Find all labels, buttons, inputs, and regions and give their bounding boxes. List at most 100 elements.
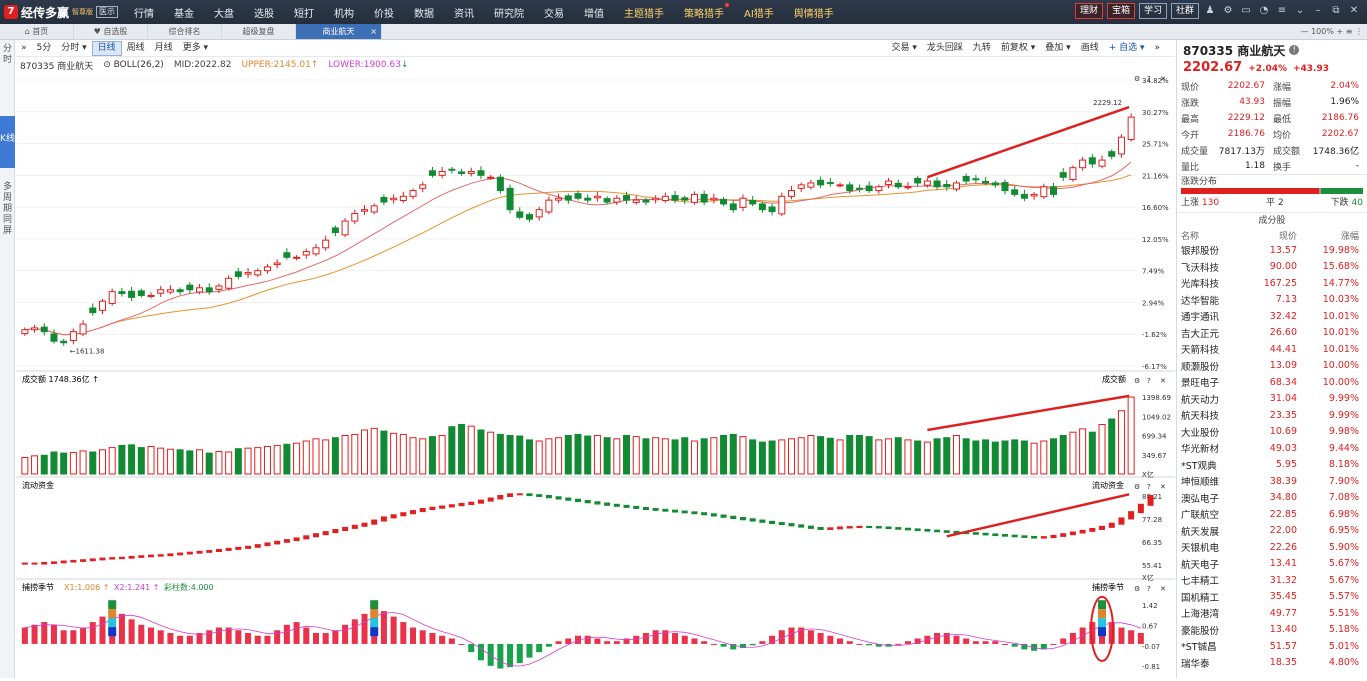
constituent-row[interactable]: *ST观典 5.95 8.18% (1177, 457, 1367, 474)
constituent-row[interactable]: 航天科技 23.35 9.99% (1177, 407, 1367, 424)
adjust-dropdown[interactable]: 前复权 ▾ (1000, 42, 1036, 53)
constituent-row[interactable]: 国机精工 35.45 5.57% (1177, 589, 1367, 606)
constituent-row[interactable]: 航天电子 13.41 5.67% (1177, 556, 1367, 573)
constituent-row[interactable]: 天银机电 22.26 5.90% (1177, 539, 1367, 556)
col-price[interactable]: 现价 (1278, 231, 1297, 242)
period-minute-dropdown[interactable]: 分时 ▾ (61, 42, 87, 53)
nav-item-8[interactable]: 资讯 (454, 8, 474, 20)
nav-item-4[interactable]: 短打 (294, 8, 314, 20)
nav-item-2[interactable]: 大盘 (214, 8, 234, 20)
nav-item-5[interactable]: 机构 (334, 8, 354, 20)
trade-dropdown[interactable]: 交易 ▾ (891, 42, 917, 53)
collapse-icon[interactable]: ⌄ (1295, 5, 1305, 16)
minimize-icon[interactable]: – (1315, 5, 1321, 16)
nav-item-1[interactable]: 基金 (174, 8, 194, 20)
color-signal-bar (1098, 609, 1107, 619)
restore-icon[interactable]: ⧉ (1332, 5, 1340, 16)
nav-item-3[interactable]: 选股 (254, 8, 274, 20)
constituent-row[interactable]: 七丰精工 31.32 5.67% (1177, 572, 1367, 589)
flow-bar (749, 518, 756, 522)
flow-bar (943, 530, 950, 533)
volume-bar (390, 432, 398, 475)
draw-line-button[interactable]: 画线 (1080, 42, 1099, 53)
nav-item-0[interactable]: 行情 (134, 8, 154, 20)
col-change[interactable]: 涨幅 (1340, 231, 1359, 242)
more-periods-dropdown[interactable]: 更多 ▾ (182, 42, 209, 53)
constituent-row[interactable]: 吉大正元 26.60 10.01% (1177, 325, 1367, 342)
constituent-row[interactable]: 光库科技 167.25 14.77% (1177, 275, 1367, 292)
study-button[interactable]: 学习 (1138, 3, 1167, 19)
tab-active-stock[interactable]: 商业航天 × (296, 24, 382, 39)
flow-bar (312, 533, 319, 538)
nav-item-12[interactable]: 主题猎手 (624, 8, 664, 20)
flow-bar (1040, 536, 1047, 539)
period-weekly-button[interactable]: 周线 (126, 42, 145, 53)
period-monthly-button[interactable]: 月线 (154, 42, 173, 53)
constituent-row[interactable]: 大业股份 10.69 9.98% (1177, 424, 1367, 441)
pane-vol-tool-icon: ⚙ (1134, 377, 1140, 385)
close-tab-icon[interactable]: × (370, 27, 377, 36)
add-watchlist-button[interactable]: + 自选 ▾ (1108, 42, 1145, 53)
nav-item-7[interactable]: 数据 (414, 8, 434, 20)
tab-watchlist[interactable]: ♥ 自选股 (74, 24, 148, 39)
tab-home[interactable]: ⌂ 首页 (0, 24, 74, 39)
kline-chart-area[interactable]: 34.82% 30.27% 25.71% 21.16% 16.60% 12.05% 7.49… (16, 70, 1175, 678)
menu-icon[interactable]: ≡ (1277, 5, 1287, 16)
nine-turn-button[interactable]: 九转 (972, 42, 991, 53)
constituent-row[interactable]: 澳弘电子 34.80 7.08% (1177, 490, 1367, 507)
constituent-row[interactable]: 天箭科技 44.41 10.01% (1177, 341, 1367, 358)
vtab-multiperiod[interactable]: 多周期同屏 (0, 168, 15, 248)
constituent-row[interactable]: 航天动力 31.04 9.99% (1177, 391, 1367, 408)
constituent-row[interactable]: 广联航空 22.85 6.98% (1177, 506, 1367, 523)
expand-toolbar-button[interactable]: » (21, 42, 27, 53)
nav-item-15[interactable]: 舆情猎手 (793, 8, 834, 20)
baoxiang-button[interactable]: 宝箱 (1106, 3, 1135, 19)
constituent-row[interactable]: 银邦股份 13.57 19.98% (1177, 242, 1367, 259)
app-badge[interactable]: 医示 (96, 6, 119, 18)
period-5min-button[interactable]: 5分 (36, 42, 52, 53)
indicator-selector[interactable]: ⊙ BOLL(26,2) (103, 60, 164, 70)
overlay-dropdown[interactable]: 叠加 ▾ (1045, 42, 1071, 53)
nav-item-14[interactable]: AI猎手 (744, 8, 774, 20)
nav-item-11[interactable]: 增值 (584, 8, 604, 20)
close-icon[interactable]: ✕ (1349, 5, 1359, 16)
gear-icon[interactable]: ⚙ (1223, 5, 1233, 16)
info-icon[interactable]: ! (1289, 45, 1300, 55)
candle-body (787, 190, 796, 197)
constituent-row[interactable]: 坤恒顺维 38.39 7.90% (1177, 473, 1367, 490)
boll-upper: UPPER:2145.01↑ (241, 60, 319, 70)
stock-price: 35.45 (1269, 591, 1297, 603)
constituent-row[interactable]: 飞沃科技 90.00 15.68% (1177, 259, 1367, 276)
constituent-row[interactable]: 顺灏股份 13.09 10.00% (1177, 358, 1367, 375)
constituent-row[interactable]: 达华智能 7.13 10.03% (1177, 292, 1367, 309)
constituent-row[interactable]: 航天发展 22.00 6.95% (1177, 523, 1367, 540)
tab-ranking[interactable]: 综合排名 (148, 24, 222, 39)
nav-item-13[interactable]: 策略猎手 (674, 2, 734, 20)
community-button[interactable]: 社群 (1170, 3, 1199, 19)
nav-item-6[interactable]: 价投 (374, 8, 394, 20)
candle-body (525, 214, 533, 220)
window-icon[interactable]: ▭ (1241, 5, 1251, 16)
constituent-row[interactable]: *ST铖昌 51.57 5.01% (1177, 638, 1367, 655)
vtab-kline[interactable]: K线 (0, 116, 15, 168)
flow-bar (623, 504, 630, 508)
bell-icon[interactable]: ◔ (1259, 5, 1269, 16)
period-daily-button[interactable]: 日线 (91, 40, 122, 56)
constituent-row[interactable]: 豪能股份 13.40 5.18% (1177, 622, 1367, 639)
constituent-row[interactable]: 上海港湾 49.77 5.51% (1177, 605, 1367, 622)
timing-bar (895, 643, 902, 645)
licai-button[interactable]: 理财 (1074, 3, 1103, 19)
constituent-row[interactable]: 华光新材 49.03 9.44% (1177, 440, 1367, 457)
user-icon[interactable]: ♟ (1205, 5, 1215, 16)
vtab-intraday[interactable]: 分时 (0, 40, 15, 116)
constituent-row[interactable]: 通宇通讯 32.42 10.01% (1177, 308, 1367, 325)
nav-item-10[interactable]: 交易 (544, 8, 564, 20)
constituent-row[interactable]: 瑞华泰 18.35 4.80% (1177, 655, 1367, 672)
timing-bar (914, 638, 921, 644)
constituent-row[interactable]: 景旺电子 68.34 10.00% (1177, 374, 1367, 391)
expand-right-button[interactable]: » (1154, 42, 1160, 53)
nav-item-9[interactable]: 研究院 (494, 8, 524, 20)
leader-pullback-button[interactable]: 龙头回踩 (926, 42, 963, 53)
col-name[interactable]: 名称 (1181, 231, 1200, 242)
tab-review[interactable]: 超级复盘 (222, 24, 296, 39)
